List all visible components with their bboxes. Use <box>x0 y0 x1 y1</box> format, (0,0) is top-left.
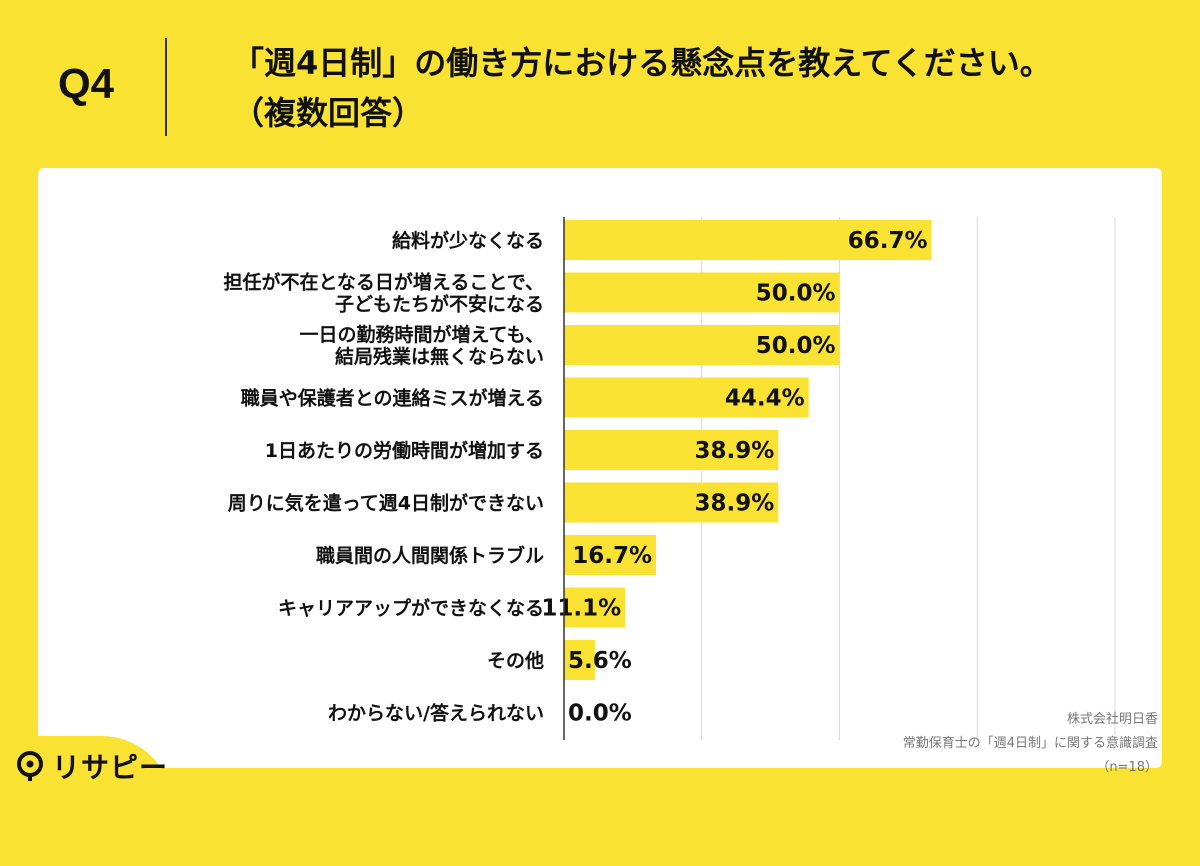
category-label: わからない/答えられない <box>328 702 544 725</box>
category-label: 1日あたりの労働時間が増加する <box>265 439 544 462</box>
data-label: 11.1% <box>541 596 621 622</box>
bar-chart: 66.7% 給料が少なくなる 50.0% 担任が不在となる日が増えることで、子どもたち… <box>223 217 1116 740</box>
bar <box>564 535 657 575</box>
bar <box>564 325 840 365</box>
data-label: 50.0% <box>756 281 836 307</box>
category-label: その他 <box>487 649 544 672</box>
category-label: 結局残業は無くならない <box>335 345 544 368</box>
question-number: Q4 <box>58 60 115 107</box>
bar <box>564 272 840 313</box>
data-label: 38.9% <box>695 491 775 517</box>
bar <box>564 640 595 680</box>
footer-company: 株式会社明日香 <box>1066 712 1158 727</box>
category-label: 担任が不在となる日が増えることで、 <box>223 271 544 294</box>
category-label: 子どもたちが不安になる <box>335 293 544 316</box>
data-label: 38.9% <box>695 438 775 464</box>
category-label: 職員や保護者との連絡ミスが増える <box>241 387 544 410</box>
brand-logo: リサピー <box>14 748 168 784</box>
category-label: 一日の勤務時間が増えても、 <box>299 323 544 346</box>
question-title-line2: （複数回答） <box>232 94 425 132</box>
category-label: キャリアアップができなくなる <box>278 597 544 620</box>
bar <box>564 482 779 523</box>
bar <box>564 587 626 628</box>
category-label: 周りに気を遣って週4日制ができない <box>228 492 544 515</box>
bar <box>564 220 932 260</box>
data-label: 50.0% <box>756 333 836 359</box>
logo-text: リサピー <box>52 751 169 784</box>
data-label: 0.0% <box>568 701 632 727</box>
category-label: 給料が少なくなる <box>392 229 544 252</box>
data-label: 44.4% <box>725 386 805 412</box>
data-label: 5.6% <box>568 648 632 674</box>
data-label: 66.7% <box>848 228 928 254</box>
data-label: 16.7% <box>572 543 652 569</box>
question-title-line1: 「週4日制」の働き方における懸念点を教えてください。 <box>232 44 1052 82</box>
bar <box>564 430 779 470</box>
pin-icon <box>17 751 43 781</box>
bar <box>564 377 809 418</box>
category-label: 職員間の人間関係トラブル <box>316 544 544 567</box>
footer-survey: 常勤保育士の「週4日制」に関する意識調査 <box>902 736 1158 751</box>
chart-footer: 株式会社明日香 常勤保育士の「週4日制」に関する意識調査 （n=18） <box>903 708 1158 780</box>
question-title: 「週4日制」の働き方における懸念点を教えてください。 （複数回答） <box>232 38 1172 138</box>
footer-sample: （n=18） <box>1096 760 1158 775</box>
header: Q4 「週4日制」の働き方における懸念点を教えてください。 （複数回答） <box>0 0 1200 165</box>
header-divider <box>165 38 167 136</box>
